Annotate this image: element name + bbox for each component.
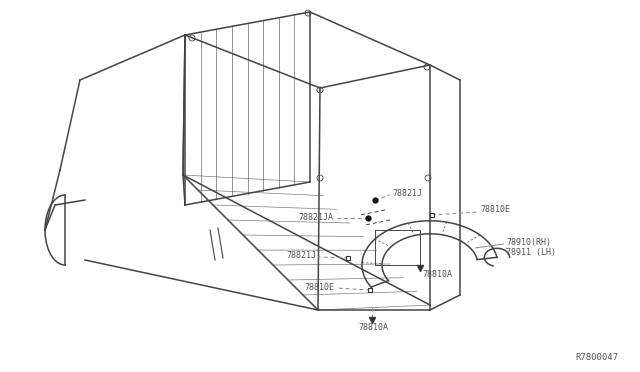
Text: 78821J: 78821J xyxy=(286,251,316,260)
Text: 78911 (LH): 78911 (LH) xyxy=(506,247,556,257)
Text: R7800047: R7800047 xyxy=(575,353,618,362)
Text: 78821JA: 78821JA xyxy=(298,214,333,222)
Text: 78810A: 78810A xyxy=(358,324,388,333)
Text: 78910(RH): 78910(RH) xyxy=(506,237,551,247)
Text: 78810E: 78810E xyxy=(480,205,510,215)
Text: 78810A: 78810A xyxy=(422,270,452,279)
Text: 78810E: 78810E xyxy=(304,282,334,292)
Text: 78821J: 78821J xyxy=(392,189,422,198)
